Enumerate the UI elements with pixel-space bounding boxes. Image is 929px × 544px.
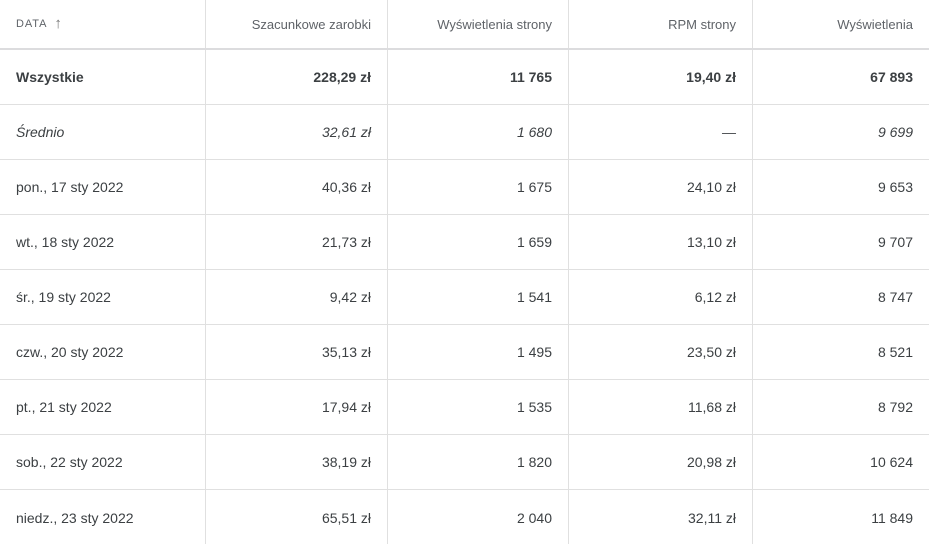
- cell-impressions: 9 653: [752, 160, 929, 214]
- cell-page-rpm: 19,40 zł: [568, 50, 752, 104]
- cell-earnings: 65,51 zł: [205, 490, 387, 544]
- table-row-average: Średnio 32,61 zł 1 680 — 9 699: [0, 105, 929, 160]
- cell-earnings: 32,61 zł: [205, 105, 387, 159]
- cell-date: niedz., 23 sty 2022: [16, 509, 134, 526]
- sort-ascending-icon: ↑: [54, 14, 62, 32]
- cell-page-rpm: 6,12 zł: [568, 270, 752, 324]
- cell-date: pt., 21 sty 2022: [16, 399, 112, 415]
- cell-earnings: 228,29 zł: [205, 50, 387, 104]
- cell-impressions: 11 849: [752, 490, 929, 544]
- cell-date: Średnio: [16, 124, 65, 140]
- table-row: pt., 21 sty 2022 17,94 zł 1 535 11,68 zł…: [0, 380, 929, 435]
- cell-impressions: 10 624: [752, 435, 929, 489]
- cell-page-views: 1 675: [387, 160, 568, 214]
- column-header-date[interactable]: Data ↑: [0, 0, 205, 48]
- table-row-totals: Wszystkie 228,29 zł 11 765 19,40 zł 67 8…: [0, 50, 929, 105]
- table-row: śr., 19 sty 2022 9,42 zł 1 541 6,12 zł 8…: [0, 270, 929, 325]
- cell-page-rpm: 20,98 zł: [568, 435, 752, 489]
- cell-page-rpm: 13,10 zł: [568, 215, 752, 269]
- cell-page-rpm: 11,68 zł: [568, 380, 752, 434]
- cell-date: sob., 22 sty 2022: [16, 454, 123, 470]
- cell-earnings: 38,19 zł: [205, 435, 387, 489]
- column-header-estimated-earnings-label: Szacunkowe zarobki: [251, 16, 371, 32]
- cell-impressions: 9 699: [752, 105, 929, 159]
- cell-page-views: 1 659: [387, 215, 568, 269]
- cell-page-rpm: 24,10 zł: [568, 160, 752, 214]
- cell-impressions: 67 893: [752, 50, 929, 104]
- cell-page-rpm: 32,11 zł: [568, 490, 752, 544]
- cell-page-views: 1 820: [387, 435, 568, 489]
- cell-impressions: 8 792: [752, 380, 929, 434]
- cell-page-rpm: —: [568, 105, 752, 159]
- table-row: pon., 17 sty 2022 40,36 zł 1 675 24,10 z…: [0, 160, 929, 215]
- column-header-date-label: Data: [16, 18, 48, 30]
- column-header-page-rpm-label: RPM strony: [668, 16, 736, 32]
- cell-date: śr., 19 sty 2022: [16, 289, 111, 305]
- cell-earnings: 17,94 zł: [205, 380, 387, 434]
- cell-earnings: 35,13 zł: [205, 325, 387, 379]
- column-header-page-views-label: Wyświetlenia strony: [437, 16, 552, 32]
- column-header-page-views[interactable]: Wyświetlenia strony: [387, 0, 568, 48]
- cell-page-views: 1 680: [387, 105, 568, 159]
- cell-date: pon., 17 sty 2022: [16, 179, 124, 195]
- cell-earnings: 40,36 zł: [205, 160, 387, 214]
- cell-page-rpm: 23,50 zł: [568, 325, 752, 379]
- table-row: sob., 22 sty 2022 38,19 zł 1 820 20,98 z…: [0, 435, 929, 490]
- cell-page-views: 1 541: [387, 270, 568, 324]
- table-row: czw., 20 sty 2022 35,13 zł 1 495 23,50 z…: [0, 325, 929, 380]
- cell-page-views: 2 040: [387, 490, 568, 544]
- cell-page-views: 1 535: [387, 380, 568, 434]
- table-row: wt., 18 sty 2022 21,73 zł 1 659 13,10 zł…: [0, 215, 929, 270]
- column-header-impressions-label: Wyświetlenia: [837, 16, 913, 32]
- cell-impressions: 9 707: [752, 215, 929, 269]
- cell-date: czw., 20 sty 2022: [16, 344, 124, 360]
- column-header-estimated-earnings[interactable]: Szacunkowe zarobki: [205, 0, 387, 48]
- cell-page-views: 11 765: [387, 50, 568, 104]
- cell-date: wt., 18 sty 2022: [16, 234, 115, 250]
- column-header-page-rpm[interactable]: RPM strony: [568, 0, 752, 48]
- cell-date: Wszystkie: [16, 69, 84, 85]
- cell-impressions: 8 521: [752, 325, 929, 379]
- cell-earnings: 9,42 zł: [205, 270, 387, 324]
- cell-earnings: 21,73 zł: [205, 215, 387, 269]
- table-row: niedz., 23 sty 2022 65,51 zł 2 040 32,11…: [0, 490, 929, 544]
- table-header-row: Data ↑ Szacunkowe zarobki Wyświetlenia s…: [0, 0, 929, 50]
- column-header-impressions[interactable]: Wyświetlenia: [752, 0, 929, 48]
- cell-impressions: 8 747: [752, 270, 929, 324]
- cell-page-views: 1 495: [387, 325, 568, 379]
